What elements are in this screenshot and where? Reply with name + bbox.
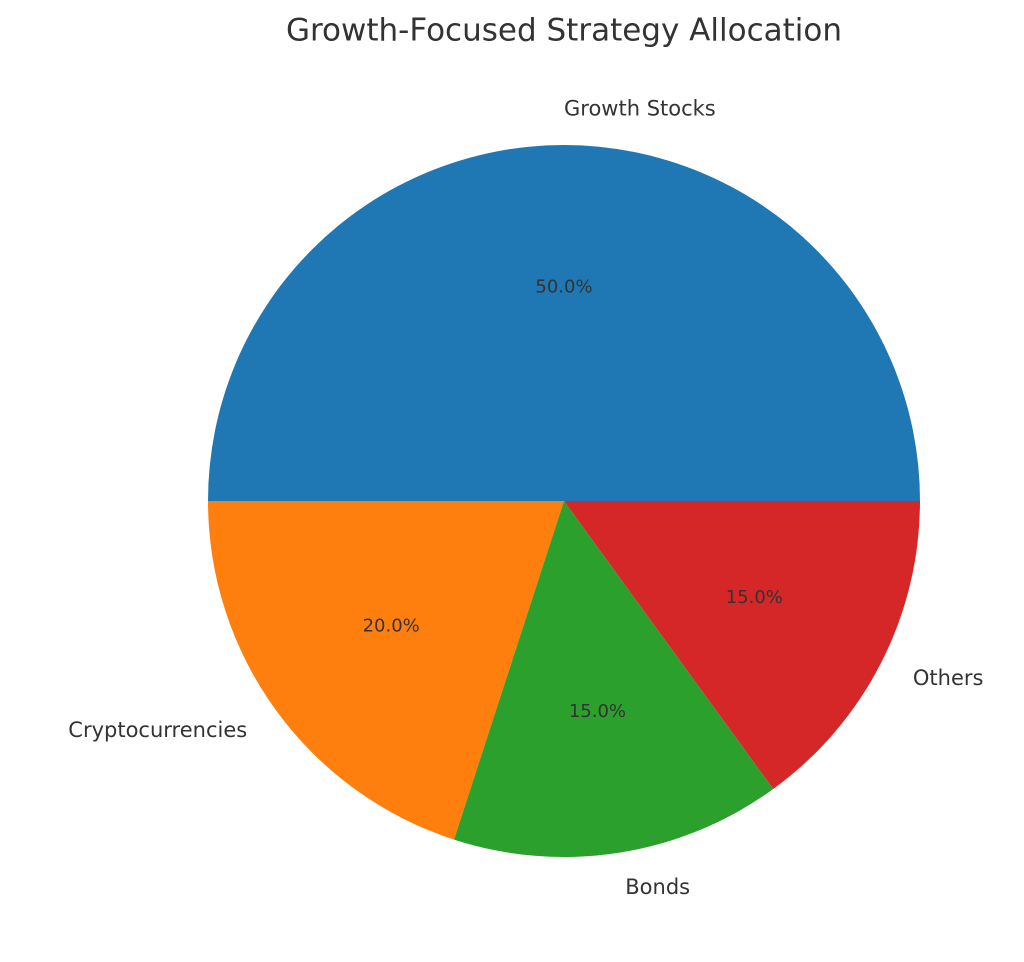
- pie-slice: [208, 145, 920, 501]
- pie-slice: [564, 501, 920, 790]
- slice-label: Others: [913, 666, 984, 690]
- value-label: 20.0%: [363, 616, 420, 637]
- slice-label: Growth Stocks: [564, 96, 716, 120]
- pie-slice: [453, 501, 774, 857]
- value-label: 50.0%: [535, 276, 592, 297]
- pie-slice: [208, 501, 564, 840]
- chart-title: Growth-Focused Strategy Allocation: [286, 13, 842, 49]
- value-label: 15.0%: [726, 587, 783, 608]
- slice-label: Cryptocurrencies: [68, 718, 247, 742]
- slice-label: Bonds: [625, 875, 690, 899]
- value-label: 15.0%: [569, 701, 626, 722]
